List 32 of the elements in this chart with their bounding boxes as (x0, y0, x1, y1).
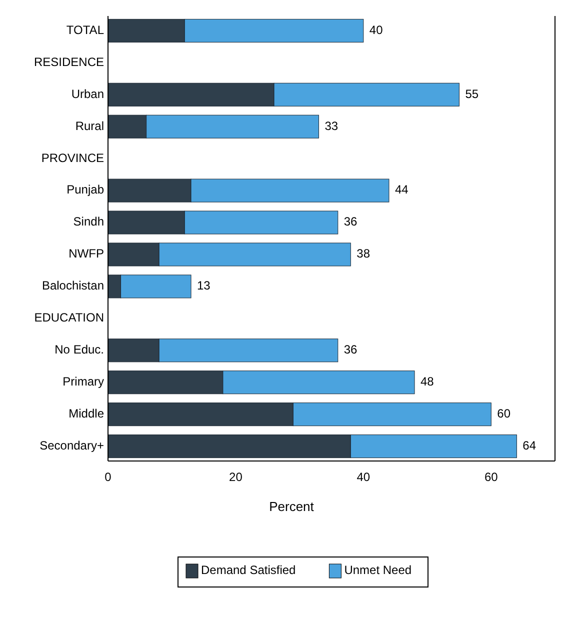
x-tick-label: 0 (104, 470, 112, 484)
y-tick-label: EDUCATION (34, 310, 104, 325)
legend-label: Unmet Need (344, 563, 412, 578)
y-tick-label: RESIDENCE (34, 54, 104, 69)
y-tick-label: Punjab (66, 182, 104, 197)
y-tick-label: Sindh (73, 214, 104, 229)
y-tick-label: PROVINCE (41, 150, 104, 165)
y-tick-label: No Educ. (54, 342, 104, 357)
y-tick-label: Secondary+ (40, 438, 104, 452)
y-tick-label: NWFP (68, 246, 104, 261)
total-label: 44 (394, 182, 409, 197)
y-tick-label: Middle (68, 406, 104, 420)
total-label: 38 (356, 246, 370, 261)
x-tick-label: 60 (484, 470, 498, 484)
x-tick-label: 20 (229, 470, 243, 484)
y-tick-label: Balochistan (42, 278, 104, 293)
total-label: 40 (369, 22, 384, 37)
total-label: 36 (344, 214, 358, 229)
total-label: 13 (197, 278, 211, 293)
total-label: 33 (324, 118, 338, 133)
total-label: 48 (420, 374, 434, 389)
total-label: 55 (465, 86, 479, 101)
y-tick-label: Primary (62, 374, 104, 389)
total-label: 64 (522, 438, 536, 452)
y-tick-label: Urban (71, 86, 104, 101)
legend-label: Demand Satisfied (201, 563, 296, 578)
y-tick-label: Rural (75, 118, 104, 133)
y-tick-label: TOTAL (66, 22, 104, 37)
x-tick-label: 40 (356, 470, 370, 484)
x-axis-title: Percent (269, 499, 314, 514)
total-label: 36 (344, 342, 358, 357)
total-label: 60 (497, 406, 511, 420)
